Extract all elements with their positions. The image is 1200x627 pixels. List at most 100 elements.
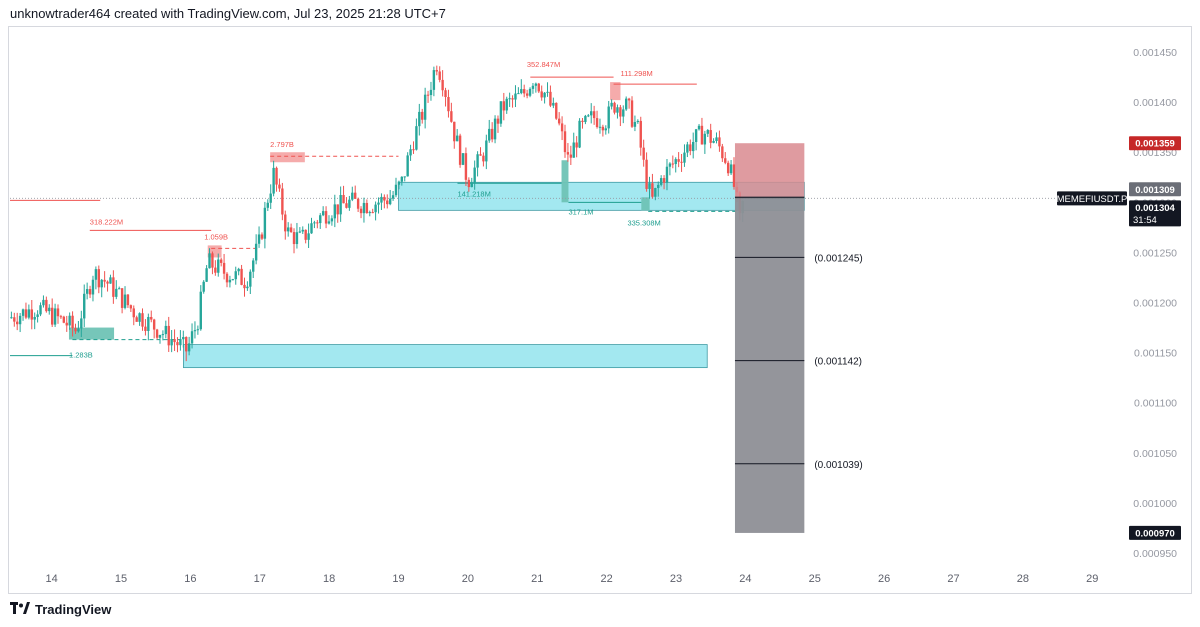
candle-body (237, 268, 240, 272)
brand-name: TradingView (35, 602, 112, 617)
candle-body (595, 118, 599, 128)
candle-body (569, 154, 573, 158)
target-label-2: (0.001142) (814, 357, 862, 368)
candle-body (97, 269, 100, 288)
candle-body (48, 307, 51, 312)
candle-body (246, 286, 249, 289)
candle-body (540, 91, 543, 98)
candle-body (607, 106, 610, 129)
candle-body (549, 91, 552, 106)
candle-body (668, 163, 672, 167)
candle-body (560, 123, 564, 132)
candle-body (83, 293, 86, 319)
candle-body (598, 126, 602, 128)
candle-body (222, 262, 226, 274)
x-tick-label: 25 (809, 573, 821, 585)
candle-body (490, 128, 494, 140)
candle-body (648, 183, 651, 189)
candle-body (179, 339, 182, 346)
x-tick-label: 18 (323, 573, 335, 585)
candle-body (636, 120, 640, 122)
x-tick-label: 29 (1086, 573, 1098, 585)
x-tick-label: 19 (392, 573, 404, 585)
y-tick-label: 0.001400 (1133, 97, 1177, 109)
candle-body (94, 269, 98, 280)
level-1283b-label: 1.283B (69, 351, 93, 360)
target-price-badge (1129, 525, 1181, 540)
candle-body (205, 268, 208, 282)
candle-body (275, 167, 278, 185)
candle-body (254, 243, 258, 261)
candle-body (485, 140, 488, 162)
candle-body (269, 193, 272, 203)
y-tick-label: 0.001450 (1133, 47, 1177, 59)
candle-body (316, 222, 319, 224)
candle-body (211, 253, 214, 268)
candle-body (692, 141, 695, 152)
supply-block-17 (270, 152, 305, 163)
candle-body (298, 231, 302, 233)
candle-body (196, 329, 200, 331)
candle-body (217, 259, 220, 273)
candle-body (354, 192, 357, 199)
candle-body (467, 179, 471, 188)
candle-body (368, 212, 371, 214)
candle-body (613, 102, 616, 113)
candle-body (13, 317, 16, 322)
level-317m-label: 317.1M (568, 207, 593, 216)
x-tick-label: 16 (184, 573, 196, 585)
candle-body (18, 315, 22, 325)
candle-body (712, 140, 715, 143)
candle-body (590, 111, 593, 116)
candle-body (117, 288, 121, 290)
candle-body (100, 279, 103, 288)
candle-body (371, 212, 374, 214)
candle-body (697, 125, 701, 130)
candle-body (578, 120, 581, 148)
y-tick-label: 0.001350 (1133, 147, 1177, 159)
candle-body (703, 133, 707, 145)
last-price-badge (1129, 200, 1181, 227)
tradingview-brand[interactable]: TradingView (10, 602, 111, 617)
candle-body (281, 188, 284, 215)
countdown-label: 31:54 (1133, 215, 1157, 226)
candle-body (336, 204, 339, 215)
candle-body (473, 167, 476, 183)
candle-body (193, 330, 197, 332)
candle-body (505, 98, 508, 111)
candle-body (91, 279, 95, 295)
candle-body (286, 227, 290, 232)
candle-body (74, 328, 77, 332)
stop-loss-zone (734, 143, 805, 198)
candle-body (403, 176, 406, 178)
candle-body (496, 118, 500, 124)
candle-body (132, 308, 135, 318)
level-1059b-label: 1.059B (204, 232, 228, 241)
candle-body (307, 233, 310, 240)
candle-body (604, 128, 607, 131)
candle-body (147, 316, 150, 331)
stop-loss-price-badge (1129, 136, 1181, 151)
candle-body (345, 203, 348, 208)
entry-price-badge-label: 0.001309 (1135, 185, 1175, 196)
candle-body (415, 126, 418, 150)
candle-body (394, 184, 398, 196)
candle-body (284, 214, 287, 232)
candle-body (718, 137, 721, 147)
candle-body (587, 115, 590, 117)
candle-body (292, 232, 296, 245)
stop-loss-price-badge-label: 0.001359 (1135, 139, 1175, 150)
demand-block-21 (561, 160, 569, 203)
candle-body (260, 234, 264, 239)
x-tick-label: 22 (601, 573, 613, 585)
candle-body (234, 271, 237, 280)
x-tick-label: 27 (947, 573, 959, 585)
x-tick-label: 20 (462, 573, 474, 585)
candle-body (263, 207, 267, 239)
candle-body (377, 202, 380, 205)
candle-body (639, 120, 642, 148)
candle-body (333, 204, 337, 219)
candle-body (441, 79, 444, 91)
candle-body (721, 146, 724, 159)
